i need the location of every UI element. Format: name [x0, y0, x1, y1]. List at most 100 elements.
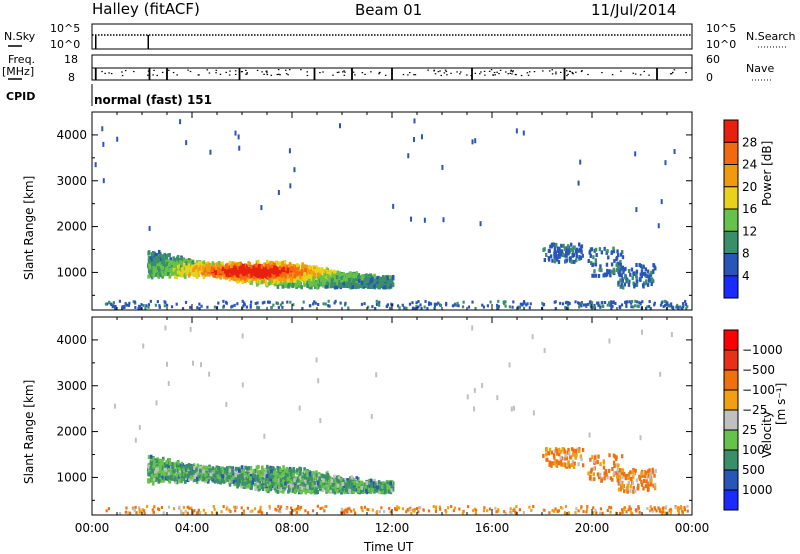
cell	[169, 272, 173, 277]
cell	[207, 272, 210, 277]
cell	[550, 242, 554, 247]
cell	[375, 302, 379, 306]
cell	[179, 263, 183, 268]
nave-point	[673, 69, 676, 71]
cell	[593, 306, 597, 310]
nave-point	[548, 70, 551, 72]
cell	[233, 263, 237, 268]
cell	[367, 478, 371, 483]
cell	[175, 264, 178, 269]
cell	[310, 272, 313, 277]
cell	[567, 302, 571, 306]
cell	[564, 253, 567, 258]
cell	[549, 254, 553, 259]
cell	[158, 268, 161, 273]
cell	[326, 284, 330, 289]
cell	[226, 466, 229, 471]
cell	[237, 262, 241, 267]
cell	[198, 264, 202, 269]
cell	[519, 302, 522, 306]
cell	[347, 273, 351, 278]
cell	[192, 268, 195, 273]
cell	[258, 273, 262, 278]
nave-point	[434, 73, 437, 75]
cell	[284, 284, 288, 289]
cell	[234, 265, 237, 270]
cell	[142, 303, 145, 307]
cell	[619, 259, 622, 264]
nave-point	[343, 74, 346, 76]
cell	[361, 284, 365, 289]
cell	[242, 263, 245, 268]
cell	[310, 285, 313, 290]
cell	[249, 465, 253, 470]
cell	[347, 306, 350, 310]
cell	[134, 305, 137, 309]
cell	[313, 269, 316, 274]
cell	[598, 304, 601, 308]
cell	[630, 267, 634, 272]
cell	[102, 178, 105, 184]
cell	[239, 275, 243, 280]
cell	[378, 300, 381, 304]
cell	[676, 303, 679, 307]
cell	[622, 267, 626, 272]
cell	[187, 259, 191, 264]
cell	[581, 253, 584, 258]
cell	[186, 269, 190, 274]
cell	[191, 263, 195, 268]
cell	[649, 272, 653, 277]
cell	[158, 475, 162, 480]
cell	[650, 282, 653, 287]
cell	[580, 244, 584, 249]
cell	[556, 256, 559, 261]
cell	[132, 300, 135, 304]
cell	[413, 137, 416, 143]
nave-point	[322, 71, 324, 73]
cell	[287, 284, 290, 289]
cell	[262, 266, 266, 271]
cell	[271, 264, 275, 269]
cell	[553, 259, 557, 264]
cell	[253, 274, 256, 279]
cell	[316, 270, 319, 275]
nave-point	[433, 69, 436, 71]
cell	[580, 249, 583, 254]
cell	[612, 249, 616, 254]
cell	[277, 269, 281, 274]
cell	[257, 264, 261, 269]
cell	[261, 301, 264, 305]
cell	[201, 266, 205, 271]
cell	[165, 266, 169, 271]
cell	[209, 149, 212, 155]
nave-point	[354, 74, 356, 76]
cell	[273, 274, 276, 279]
nave-point	[245, 73, 247, 75]
cell	[170, 261, 173, 266]
cell	[180, 273, 184, 278]
cell	[650, 270, 653, 275]
cell	[292, 272, 295, 277]
cell	[641, 300, 644, 304]
cell	[385, 304, 388, 308]
cell	[268, 484, 272, 489]
cell	[269, 260, 272, 265]
cell	[619, 267, 622, 272]
cell	[271, 469, 275, 474]
nave-point	[634, 73, 637, 75]
cell	[313, 266, 316, 271]
cell	[160, 260, 164, 265]
nsky-tick-low: 10^0	[50, 38, 81, 51]
cell	[185, 140, 188, 146]
cell	[163, 304, 166, 308]
cell	[282, 266, 285, 271]
cell	[154, 303, 158, 307]
cell	[265, 281, 268, 286]
cell	[293, 167, 296, 173]
cell	[613, 269, 616, 274]
cell	[328, 270, 332, 275]
nave-point	[511, 73, 513, 75]
cell	[335, 285, 339, 290]
date-title: 11/Jul/2014	[591, 1, 677, 19]
cell	[504, 304, 507, 308]
